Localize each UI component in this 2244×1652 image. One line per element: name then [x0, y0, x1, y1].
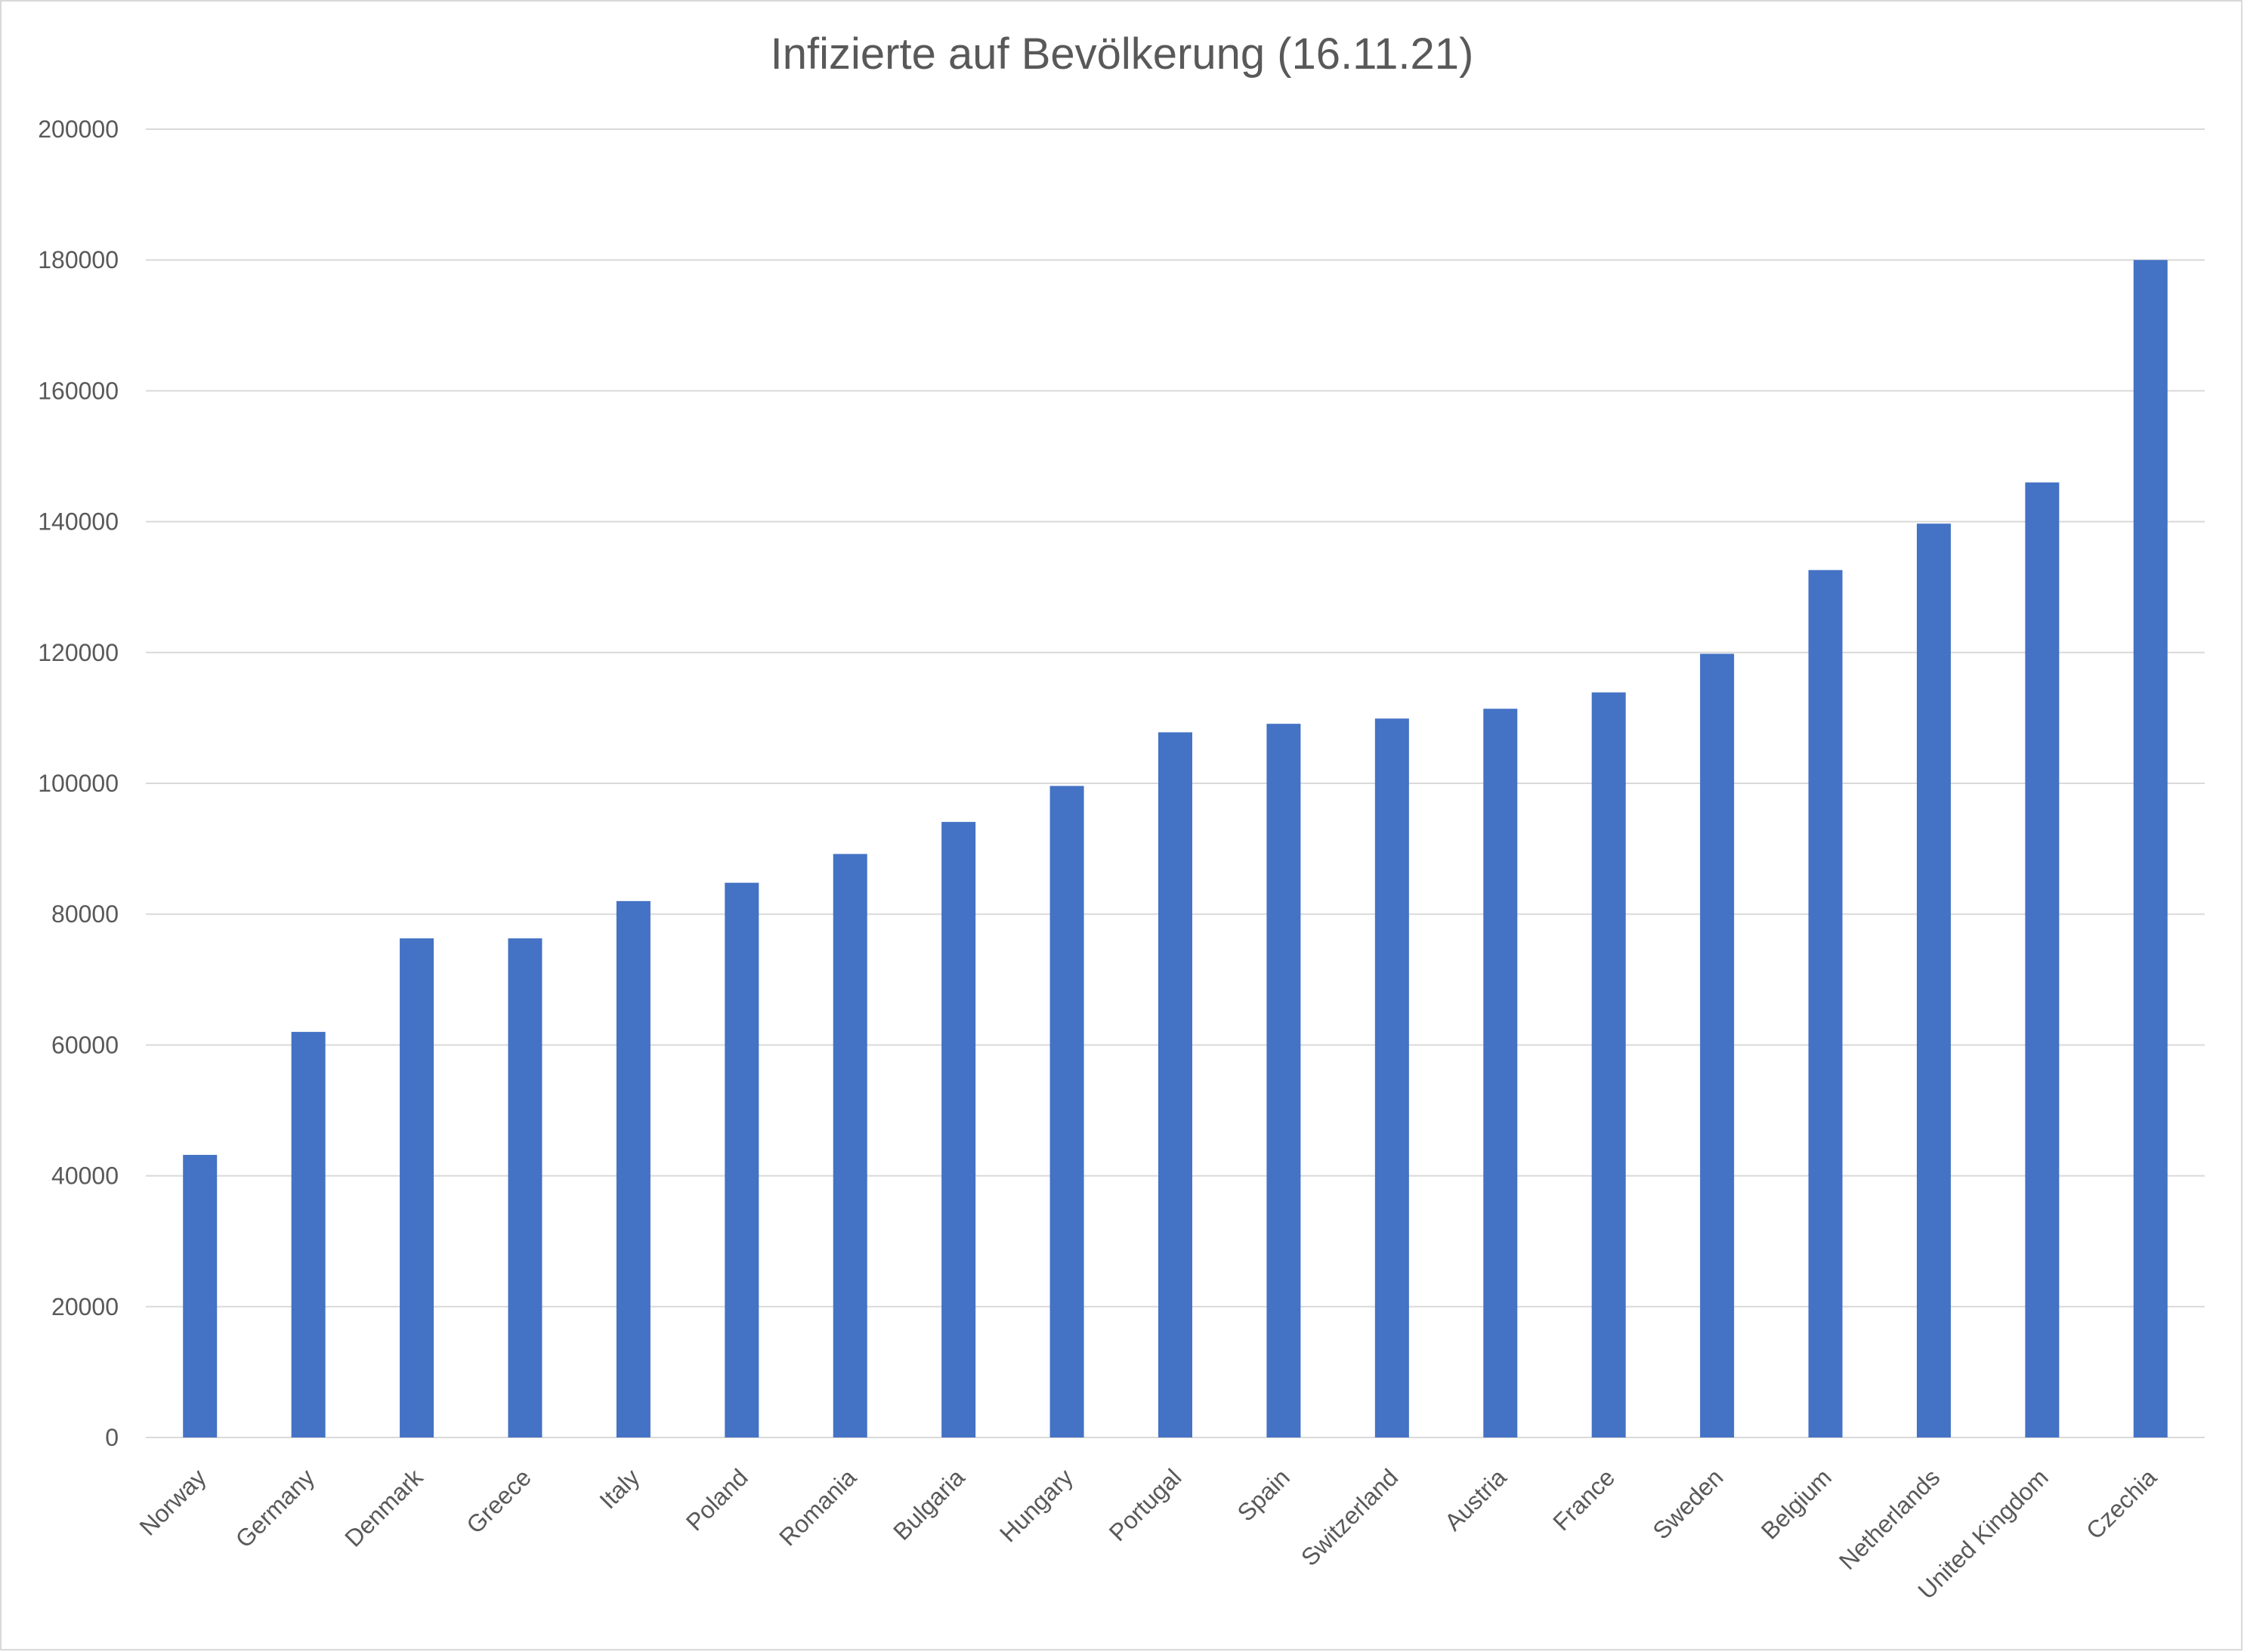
bar-bulgaria	[941, 822, 976, 1437]
x-tick-label: Austria	[1439, 1463, 1512, 1536]
y-tick-label: 100000	[38, 770, 119, 797]
bar-netherlands	[1916, 523, 1951, 1437]
y-tick-label: 140000	[38, 508, 119, 536]
y-tick-label: 80000	[51, 900, 119, 928]
bar-czechia	[2133, 260, 2168, 1438]
x-tick-label: Netherlands	[1834, 1463, 1945, 1574]
x-tick-label: Bulgaria	[888, 1463, 970, 1545]
bar-austria	[1483, 709, 1518, 1437]
x-tick-label: Denmark	[339, 1463, 428, 1552]
x-tick-label: France	[1547, 1463, 1620, 1536]
bar-norway	[183, 1154, 218, 1437]
y-tick-label: 40000	[51, 1163, 119, 1190]
bars	[183, 260, 2168, 1438]
x-tick-label: Czechia	[2081, 1463, 2162, 1544]
x-tick-label: Norway	[134, 1463, 212, 1540]
y-tick-label: 120000	[38, 639, 119, 666]
bar-spain	[1266, 724, 1301, 1437]
x-tick-label: Greece	[461, 1463, 536, 1539]
x-tick-label: Switzerland	[1296, 1463, 1403, 1570]
x-tick-label: Belgium	[1756, 1463, 1837, 1544]
x-tick-label: Romania	[774, 1463, 861, 1551]
y-tick-label: 0	[105, 1424, 119, 1451]
bar-hungary	[1049, 786, 1084, 1437]
bar-belgium	[1808, 570, 1843, 1437]
bar-italy	[616, 900, 651, 1437]
bar-portugal	[1158, 732, 1192, 1437]
bar-greece	[508, 938, 542, 1437]
x-tick-label: Spain	[1232, 1463, 1295, 1526]
x-tick-label: Poland	[681, 1463, 753, 1536]
x-tick-label: Germany	[230, 1463, 320, 1553]
bar-united-kingdom	[2025, 482, 2060, 1437]
y-tick-label: 20000	[51, 1293, 119, 1320]
x-tick-label: Portugal	[1104, 1463, 1187, 1546]
y-tick-label: 60000	[51, 1031, 119, 1058]
y-tick-label: 160000	[38, 377, 119, 404]
bar-poland	[725, 882, 759, 1437]
bar-sweden	[1700, 653, 1735, 1437]
chart-title: Infizierte auf Bevölkerung (16.11.21)	[770, 29, 1474, 79]
x-tick-label: Hungary	[994, 1463, 1078, 1547]
x-tick-label: Italy	[594, 1463, 644, 1514]
bar-romania	[833, 854, 867, 1437]
bar-germany	[291, 1032, 326, 1437]
bar-denmark	[400, 938, 434, 1437]
y-axis-ticks: 0 20000 40000 60000 80000 100000 120000 140000 1…	[38, 116, 119, 1451]
bar-switzerland	[1374, 718, 1409, 1437]
x-tick-label: Sweden	[1647, 1463, 1728, 1544]
x-axis-ticks: Norway Germany Denmark Greece Italy Poland Rom…	[134, 1463, 2162, 1604]
bar-france	[1591, 692, 1626, 1437]
y-tick-label: 200000	[38, 116, 119, 143]
y-tick-label: 180000	[38, 246, 119, 273]
